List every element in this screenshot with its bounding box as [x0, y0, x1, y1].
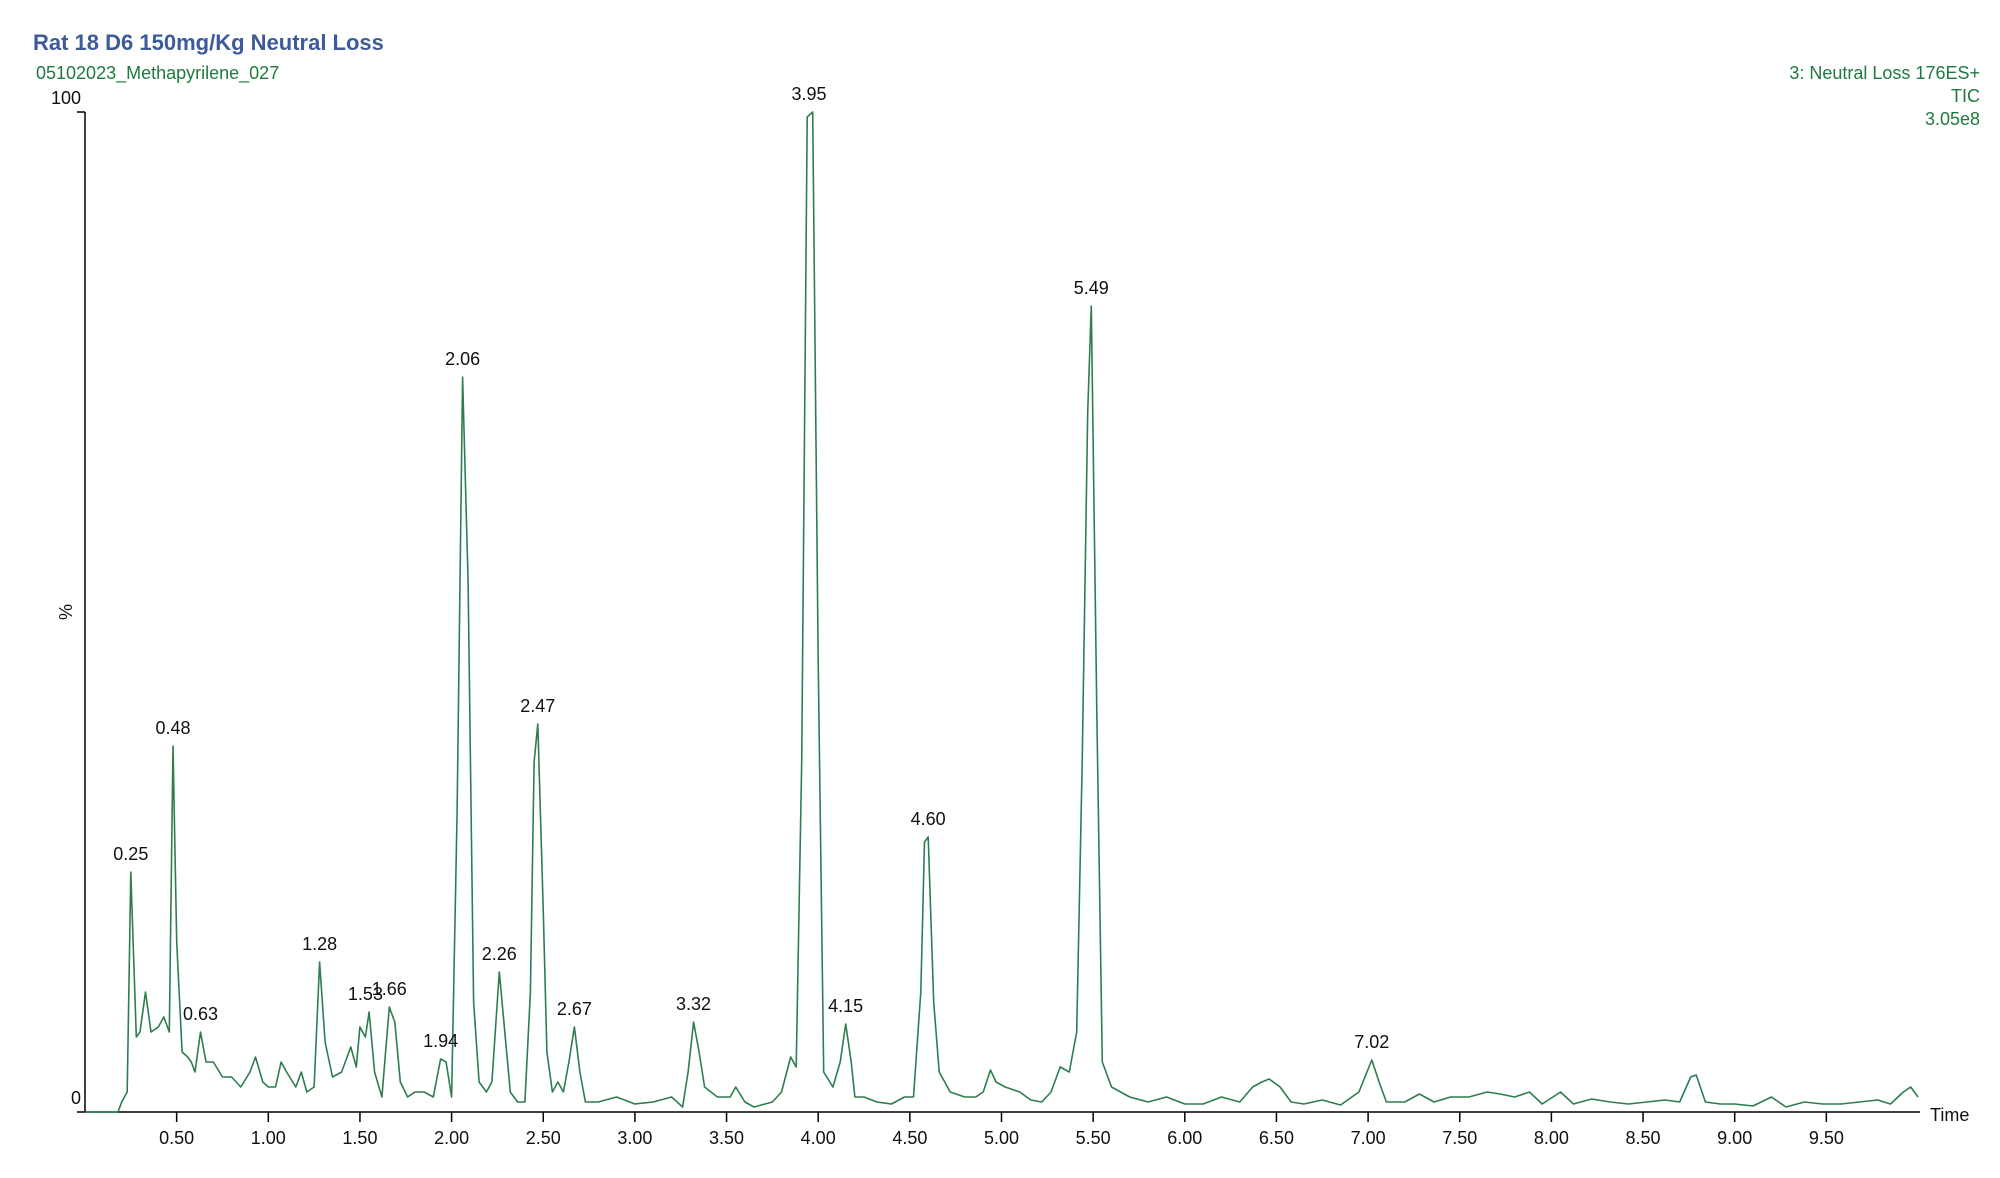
- x-tick-label: 2.00: [434, 1128, 469, 1148]
- x-tick-label: 6.50: [1259, 1128, 1294, 1148]
- peak-label: 5.49: [1074, 278, 1109, 298]
- x-tick-label: 2.50: [526, 1128, 561, 1148]
- chart-title: Rat 18 D6 150mg/Kg Neutral Loss: [33, 30, 384, 55]
- x-tick-label: 9.50: [1809, 1128, 1844, 1148]
- x-tick-label: 8.50: [1626, 1128, 1661, 1148]
- x-tick-label: 5.00: [984, 1128, 1019, 1148]
- x-tick-label: 1.00: [251, 1128, 286, 1148]
- peak-label: 0.48: [155, 718, 190, 738]
- x-tick-label: 8.00: [1534, 1128, 1569, 1148]
- peak-label: 1.53: [348, 984, 383, 1004]
- chart-subtitle: 05102023_Methapyrilene_027: [36, 63, 279, 84]
- annotation: 3: Neutral Loss 176ES+: [1789, 63, 1980, 83]
- x-tick-label: 5.50: [1076, 1128, 1111, 1148]
- peak-label: 3.95: [792, 84, 827, 104]
- x-tick-label: 4.50: [892, 1128, 927, 1148]
- annotation: TIC: [1951, 86, 1980, 106]
- peak-label: 1.94: [423, 1031, 458, 1051]
- annotation: 3.05e8: [1925, 109, 1980, 129]
- peak-label: 2.67: [557, 999, 592, 1019]
- x-tick-label: 3.50: [709, 1128, 744, 1148]
- x-axis-label: Time: [1930, 1105, 1969, 1125]
- x-tick-label: 7.50: [1442, 1128, 1477, 1148]
- x-tick-label: 6.00: [1167, 1128, 1202, 1148]
- x-tick-label: 1.50: [342, 1128, 377, 1148]
- peak-label: 4.60: [911, 809, 946, 829]
- trace: [85, 111, 1919, 1113]
- peak-label: 0.63: [183, 1004, 218, 1024]
- peak-label: 2.47: [520, 696, 555, 716]
- peak-label: 2.06: [445, 349, 480, 369]
- peak-label: 2.26: [482, 944, 517, 964]
- x-tick-label: 9.00: [1717, 1128, 1752, 1148]
- x-tick-label: 0.50: [159, 1128, 194, 1148]
- peak-label: 3.32: [676, 994, 711, 1014]
- y-tick-label: 0: [71, 1088, 81, 1108]
- x-tick-label: 7.00: [1351, 1128, 1386, 1148]
- x-tick-label: 4.00: [801, 1128, 836, 1148]
- peak-label: 1.66: [372, 979, 407, 999]
- peak-label: 0.25: [113, 844, 148, 864]
- peak-label: 1.28: [302, 934, 337, 954]
- y-tick-label: 100: [51, 88, 81, 108]
- y-axis-label: %: [56, 604, 76, 620]
- peak-label: 4.15: [828, 996, 863, 1016]
- x-tick-label: 3.00: [617, 1128, 652, 1148]
- peak-label: 7.02: [1354, 1032, 1389, 1052]
